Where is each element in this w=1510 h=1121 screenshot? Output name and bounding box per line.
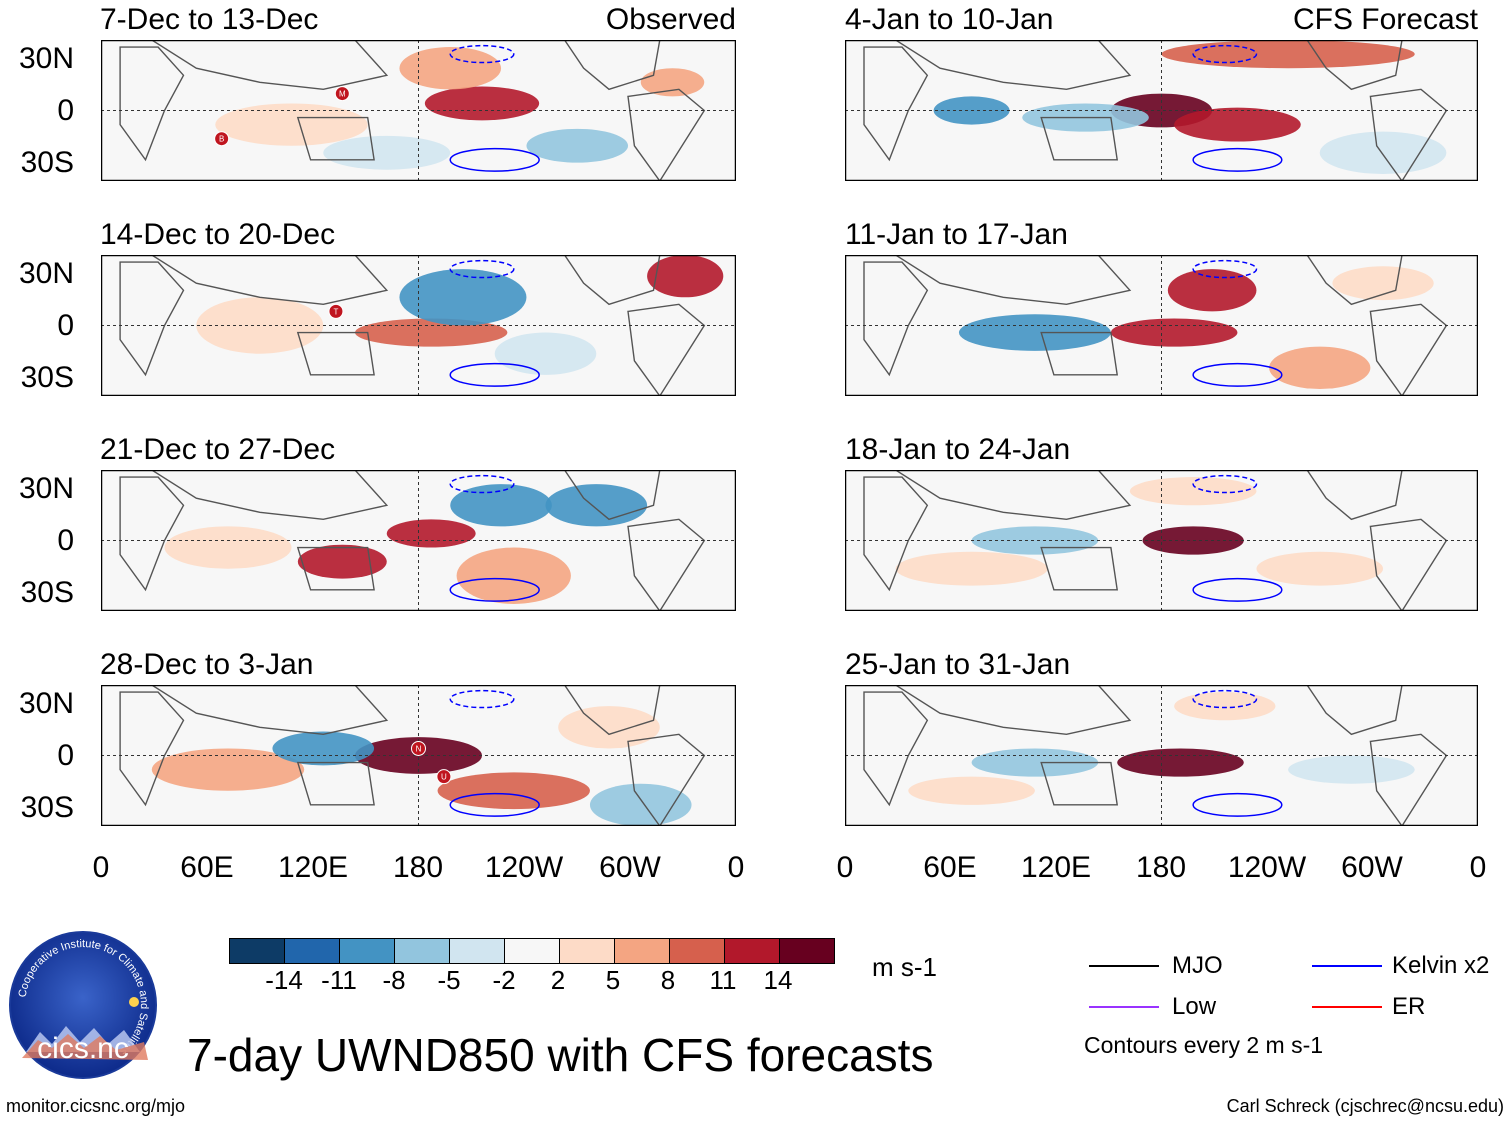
lat-label-0: 0 [57,739,74,772]
storm-marker: M [334,86,350,102]
colorbar-swatch [395,939,450,963]
lat-label-0: 0 [57,524,74,557]
colorbar-tick: -11 [321,965,357,995]
lon-label: 120E [277,851,349,884]
lon-label: 60W [599,851,661,884]
anomaly-map [101,470,736,611]
anomaly-map: BM [101,40,736,181]
panel-source-label: Observed [605,3,736,36]
lat-label-30s: 30S [20,576,74,609]
lon-label: 60E [180,851,234,884]
kelvin-legend-line [1312,965,1382,967]
svg-text:U: U [441,773,447,782]
footer-credit: Carl Schreck (cjschrec@ncsu.edu) [1226,1096,1504,1116]
panel-title: 18-Jan to 24-Jan [845,433,1071,466]
panel-source-label: CFS Forecast [1292,3,1478,36]
lon-label: 120W [1227,851,1307,884]
lat-label-30s: 30S [20,361,74,394]
cics-logo: Cooperative Institute for Climate and Sa… [9,931,157,1079]
colorbar [229,938,835,964]
colorbar-swatch [670,939,725,963]
colorbar-tick: -8 [382,965,406,995]
lat-label-30n: 30N [18,257,74,290]
colorbar-tick: -5 [437,965,461,995]
lon-label: 180 [1135,851,1187,884]
low-legend-label: Low [1172,993,1217,1020]
lon-label: 0 [836,851,854,884]
svg-text:M: M [339,90,346,99]
lat-label-30s: 30S [20,791,74,824]
colorbar-swatch [780,939,834,963]
colorbar-tick: 5 [605,965,621,995]
colorbar-tick: 11 [709,965,737,995]
lon-label: 60E [923,851,977,884]
lon-label: 0 [727,851,745,884]
colorbar-units: m s-1 [872,952,937,982]
low-legend-line [1089,1006,1159,1008]
panel-title: 4-Jan to 10-Jan [845,3,1054,36]
footer-url: monitor.cicsnc.org/mjo [6,1096,186,1116]
sun-icon [129,997,139,1007]
anomaly-map [845,470,1478,611]
anomaly-map: NU [101,685,736,826]
panel-title: 21-Dec to 27-Dec [100,433,336,466]
colorbar-swatch [230,939,285,963]
lon-label: 0 [1469,851,1487,884]
contour-interval-note: Contours every 2 m s-1 [1084,1032,1324,1058]
storm-marker: B [214,131,230,147]
colorbar-swatch [285,939,340,963]
lat-label-30n: 30N [18,42,74,75]
svg-text:B: B [219,135,224,144]
landscape-icon [22,1034,148,1060]
mountains-icon [26,1026,140,1052]
lat-label-30s: 30S [20,146,74,179]
lat-label-30n: 30N [18,472,74,505]
lat-label-0: 0 [57,309,74,342]
lat-label-30n: 30N [18,687,74,720]
svg-text:T: T [334,307,339,316]
panel-title: 7-Dec to 13-Dec [100,3,319,36]
colorbar-swatch [615,939,670,963]
svg-text:N: N [416,744,422,753]
er-legend-line [1312,1006,1382,1008]
lon-label: 0 [92,851,110,884]
anomaly-map [845,685,1478,826]
lat-label-0: 0 [57,94,74,127]
panel-title: 25-Jan to 31-Jan [845,648,1071,681]
colorbar-swatch [340,939,395,963]
panel-title: 28-Dec to 3-Jan [100,648,314,681]
anomaly-map [845,40,1478,181]
storm-marker: N [411,740,426,756]
colorbar-tick: 2 [550,965,566,995]
lon-label: 120W [484,851,564,884]
colorbar-tick: -2 [492,965,516,995]
colorbar-tick: -14 [265,965,303,995]
colorbar-swatch [725,939,780,963]
anomaly-map [845,255,1478,396]
kelvin-legend-label: Kelvin x2 [1392,952,1490,979]
anomaly-map: T [101,255,736,396]
mjo-legend-line [1089,965,1159,967]
colorbar-tick: 14 [763,965,793,995]
lon-label: 120E [1020,851,1092,884]
er-legend-label: ER [1392,993,1426,1020]
lon-label: 180 [392,851,444,884]
lon-label: 60W [1341,851,1403,884]
colorbar-tick: 8 [660,965,676,995]
panel-title: 14-Dec to 20-Dec [100,218,336,251]
storm-marker: T [328,303,344,319]
logo-text: cics.nc [37,1032,129,1065]
panel-title: 11-Jan to 17-Jan [845,218,1068,251]
colorbar-swatch [450,939,505,963]
main-title: 7-day UWND850 with CFS forecasts [187,1029,934,1081]
colorbar-swatch [560,939,615,963]
mjo-legend-label: MJO [1172,952,1223,979]
storm-marker: U [436,769,452,785]
colorbar-swatch [505,939,560,963]
